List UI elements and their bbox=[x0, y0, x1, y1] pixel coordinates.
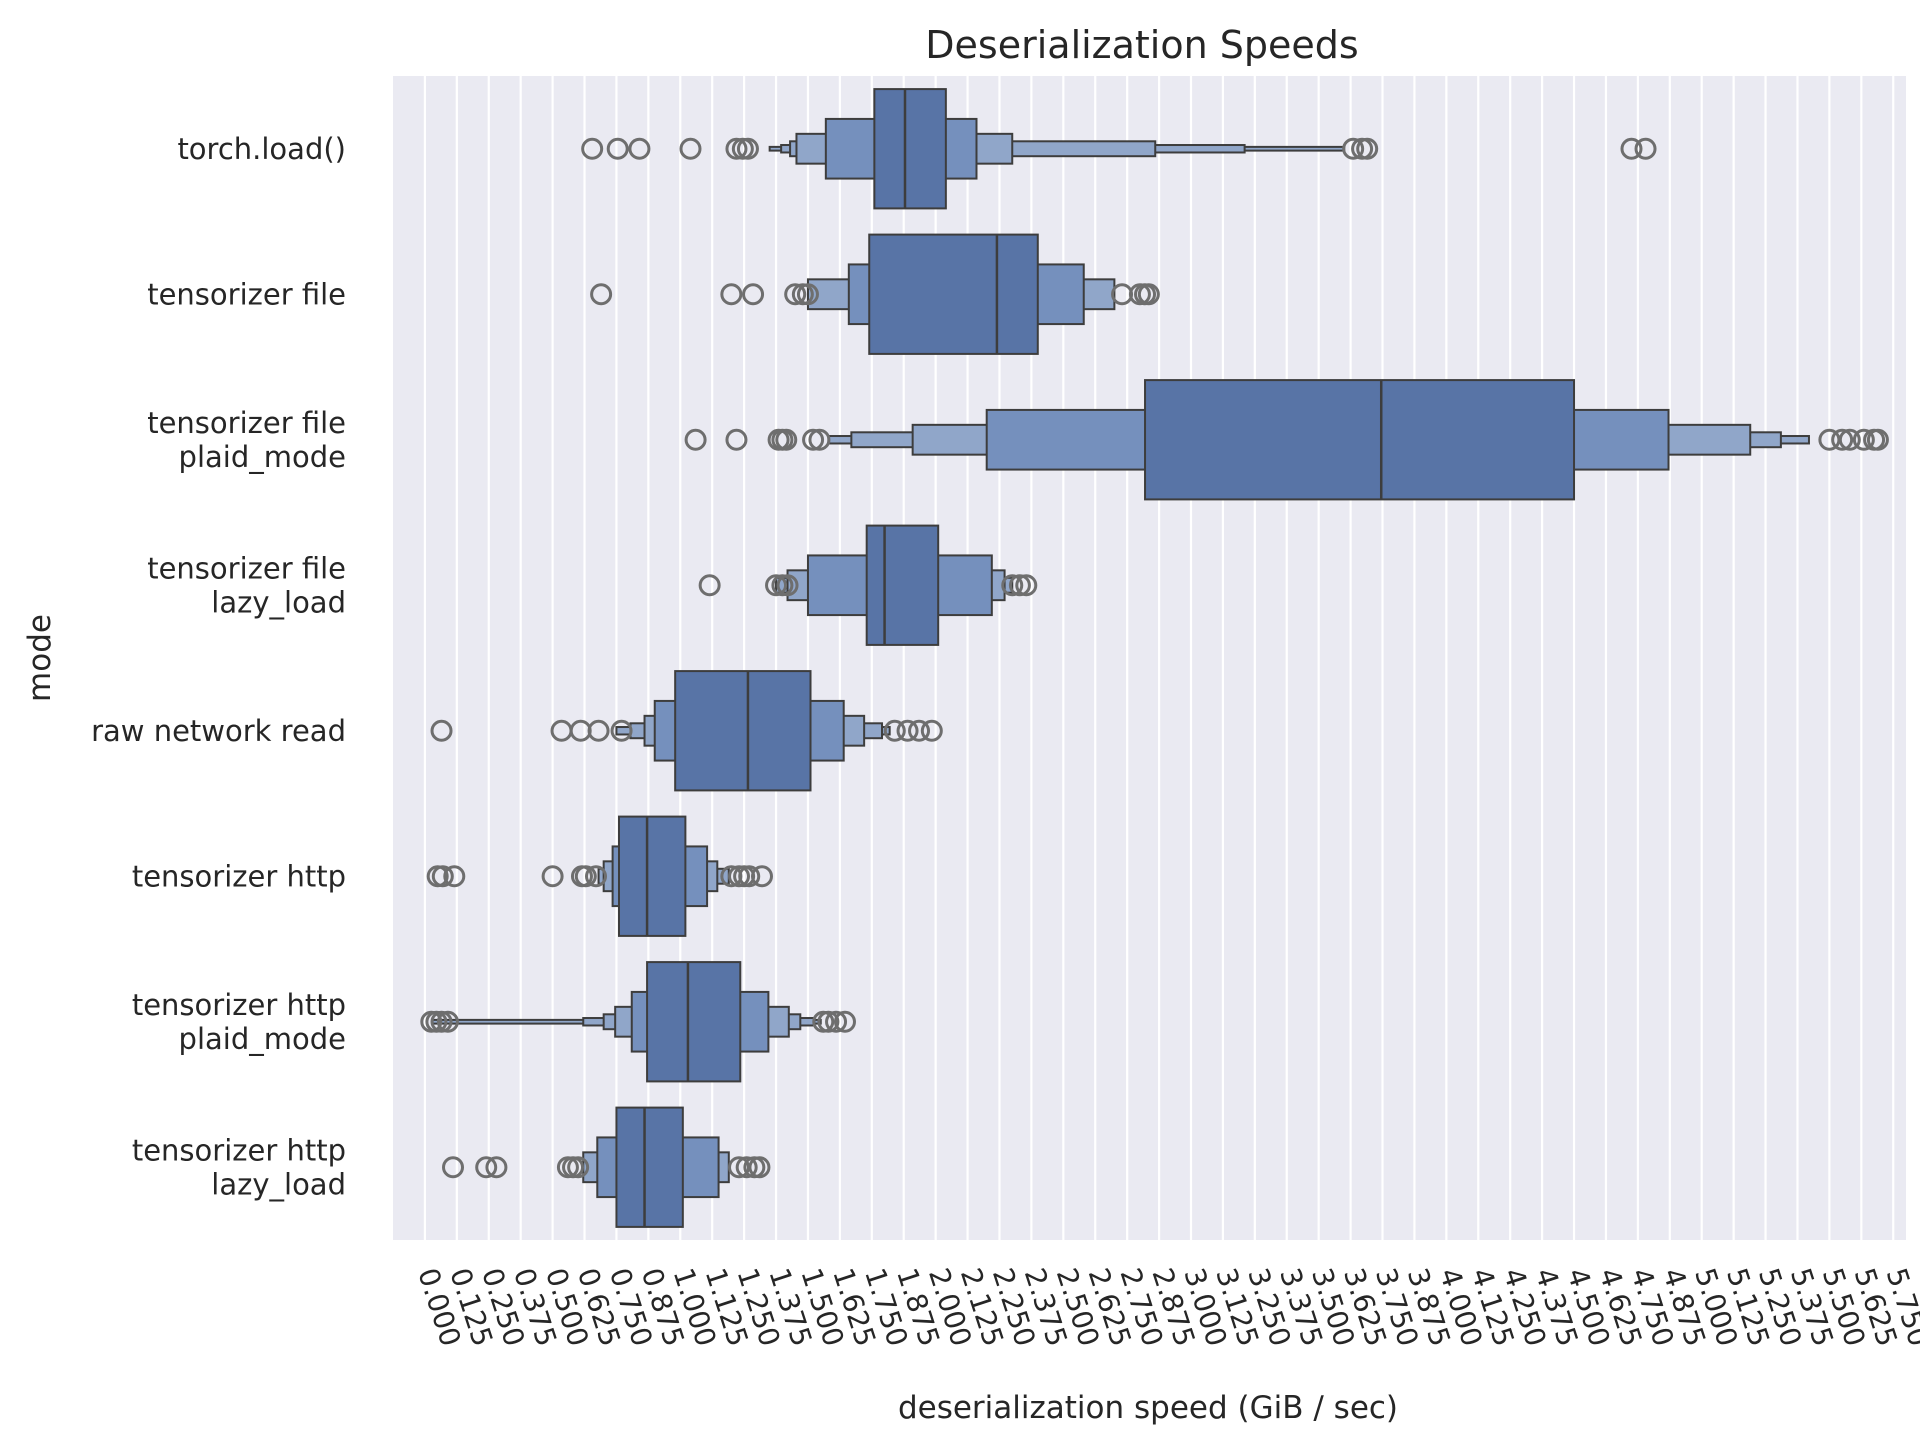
outlier-point bbox=[725, 137, 748, 160]
outlier-point bbox=[908, 719, 931, 742]
outlier-point bbox=[1137, 283, 1160, 306]
outlier-point bbox=[920, 719, 943, 742]
outlier-point bbox=[431, 865, 454, 888]
outlier-point bbox=[1852, 428, 1875, 451]
outlier-point bbox=[684, 428, 707, 451]
boxen-raw-network-read bbox=[430, 670, 943, 792]
boxen-level bbox=[865, 524, 940, 646]
gridlines bbox=[423, 76, 1895, 1240]
boxen-tensorizer-file-plaid-mode bbox=[684, 379, 1889, 501]
y-tick-label: raw network read bbox=[91, 714, 346, 748]
outlier-point bbox=[775, 428, 798, 451]
boxen-level bbox=[868, 233, 1039, 355]
outlier-point bbox=[784, 283, 807, 306]
outlier-point bbox=[808, 428, 831, 451]
outlier-point bbox=[1634, 137, 1657, 160]
outlier-point bbox=[748, 1156, 771, 1179]
y-tick-label: tensorizer file bbox=[147, 406, 346, 440]
x-axis-ticks: 0.0000.1250.2500.3750.5000.6250.7500.875… bbox=[411, 1264, 1920, 1350]
boxen-tensorizer-http bbox=[426, 815, 773, 937]
outlier-point bbox=[1620, 137, 1643, 160]
outlier-point bbox=[725, 428, 748, 451]
outlier-point bbox=[750, 865, 773, 888]
outlier-point bbox=[833, 1010, 856, 1033]
outlier-point bbox=[567, 1156, 590, 1179]
boxen-torch-load- bbox=[581, 88, 1657, 210]
outlier-point bbox=[1866, 428, 1889, 451]
boxen-level bbox=[617, 815, 687, 937]
outlier-point bbox=[585, 865, 608, 888]
plot-background bbox=[393, 76, 1906, 1240]
outlier-point bbox=[720, 283, 743, 306]
outlier-point bbox=[541, 865, 564, 888]
outlier-point bbox=[1342, 137, 1365, 160]
outlier-point bbox=[825, 1010, 848, 1033]
outlier-point bbox=[587, 719, 610, 742]
boxen-level bbox=[646, 961, 742, 1083]
outlier-point bbox=[1831, 428, 1854, 451]
y-tick-label: plaid_mode bbox=[179, 1022, 346, 1056]
outlier-point bbox=[442, 1156, 465, 1179]
y-axis-ticks: torch.load() tensorizer file tensorizer fi… bbox=[91, 132, 346, 1202]
outlier-point bbox=[896, 719, 919, 742]
outlier-point bbox=[574, 865, 597, 888]
y-tick-label: lazy_load bbox=[211, 1167, 346, 1201]
outlier-point bbox=[436, 1010, 459, 1033]
boxen-tensorizer-http-lazy-load bbox=[442, 1106, 771, 1228]
x-axis-label: deserialization speed (GiB / sec) bbox=[898, 1390, 1398, 1426]
y-tick-label: tensorizer http bbox=[132, 859, 346, 893]
y-tick-label: lazy_load bbox=[211, 585, 346, 619]
outlier-point bbox=[475, 1156, 498, 1179]
outlier-point bbox=[765, 574, 788, 597]
outlier-point bbox=[796, 283, 819, 306]
outlier-point bbox=[485, 1156, 508, 1179]
outlier-point bbox=[628, 137, 651, 160]
outlier-point bbox=[738, 865, 761, 888]
y-tick-label: plaid_mode bbox=[179, 440, 346, 474]
boxen-tensorizer-file-lazy-load bbox=[698, 524, 1038, 646]
outlier-point bbox=[776, 574, 799, 597]
outlier-point bbox=[1015, 574, 1038, 597]
outlier-point bbox=[731, 137, 754, 160]
outlier-point bbox=[817, 1010, 840, 1033]
outlier-point bbox=[1838, 428, 1861, 451]
outlier-point bbox=[742, 283, 765, 306]
outlier-point bbox=[1001, 574, 1024, 597]
y-tick-label: tensorizer file bbox=[147, 277, 346, 311]
boxen-tensorizer-file bbox=[590, 233, 1160, 355]
y-tick-label: tensorizer http bbox=[132, 988, 346, 1022]
outlier-point bbox=[1356, 137, 1379, 160]
outlier-point bbox=[610, 719, 633, 742]
outlier-point bbox=[679, 137, 702, 160]
y-axis-label: mode bbox=[22, 614, 58, 702]
outlier-point bbox=[735, 1156, 758, 1179]
boxen-series bbox=[420, 88, 1889, 1228]
y-tick-label: tensorizer file bbox=[147, 551, 346, 585]
outlier-point bbox=[443, 865, 466, 888]
outlier-point bbox=[883, 719, 906, 742]
boxen-level bbox=[615, 1106, 684, 1228]
outlier-point bbox=[581, 137, 604, 160]
outlier-point bbox=[698, 574, 721, 597]
outlier-point bbox=[802, 428, 825, 451]
outlier-point bbox=[430, 719, 453, 742]
boxen-level bbox=[873, 88, 947, 210]
y-tick-label: torch.load() bbox=[177, 132, 346, 166]
boxen-tensorizer-http-plaid-mode bbox=[420, 961, 856, 1083]
boxen-level bbox=[674, 670, 812, 792]
outlier-point bbox=[590, 283, 613, 306]
outlier-point bbox=[430, 1010, 453, 1033]
outlier-point bbox=[606, 137, 629, 160]
chart-title: Deserialization Speeds bbox=[925, 23, 1358, 67]
outlier-point bbox=[1008, 574, 1031, 597]
y-tick-label: tensorizer http bbox=[132, 1133, 346, 1167]
boxen-level bbox=[1144, 379, 1576, 501]
